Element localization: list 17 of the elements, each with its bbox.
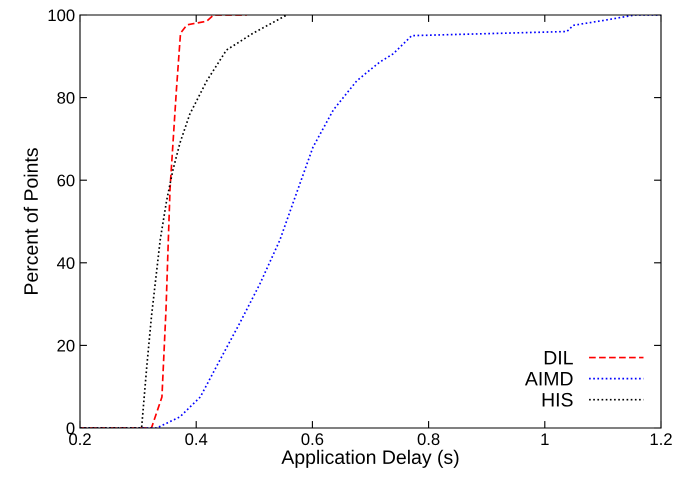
x-tick-label: 1: [541, 433, 549, 445]
legend-label: DIL: [544, 351, 573, 364]
x-axis-title: Application Delay (s): [281, 450, 458, 468]
y-tick-label: 40: [56, 257, 74, 270]
y-tick-label: 60: [57, 174, 74, 186]
y-tick-label: 100: [48, 9, 74, 22]
y-tick-label: 80: [57, 92, 74, 104]
y-tick-label: 20: [57, 340, 74, 352]
y-axis-title: Percent of Points: [24, 148, 38, 294]
x-tick-label: 0.6: [301, 433, 324, 446]
legend-label: AIMD: [524, 372, 573, 386]
x-tick-label: 0.4: [185, 433, 208, 446]
x-tick-label: 1.2: [650, 433, 672, 445]
x-tick-label: 0.2: [69, 433, 91, 446]
y-tick-label: 0: [66, 422, 74, 434]
legend-label: HIS: [542, 392, 573, 407]
x-tick-label: 0.8: [418, 433, 440, 446]
